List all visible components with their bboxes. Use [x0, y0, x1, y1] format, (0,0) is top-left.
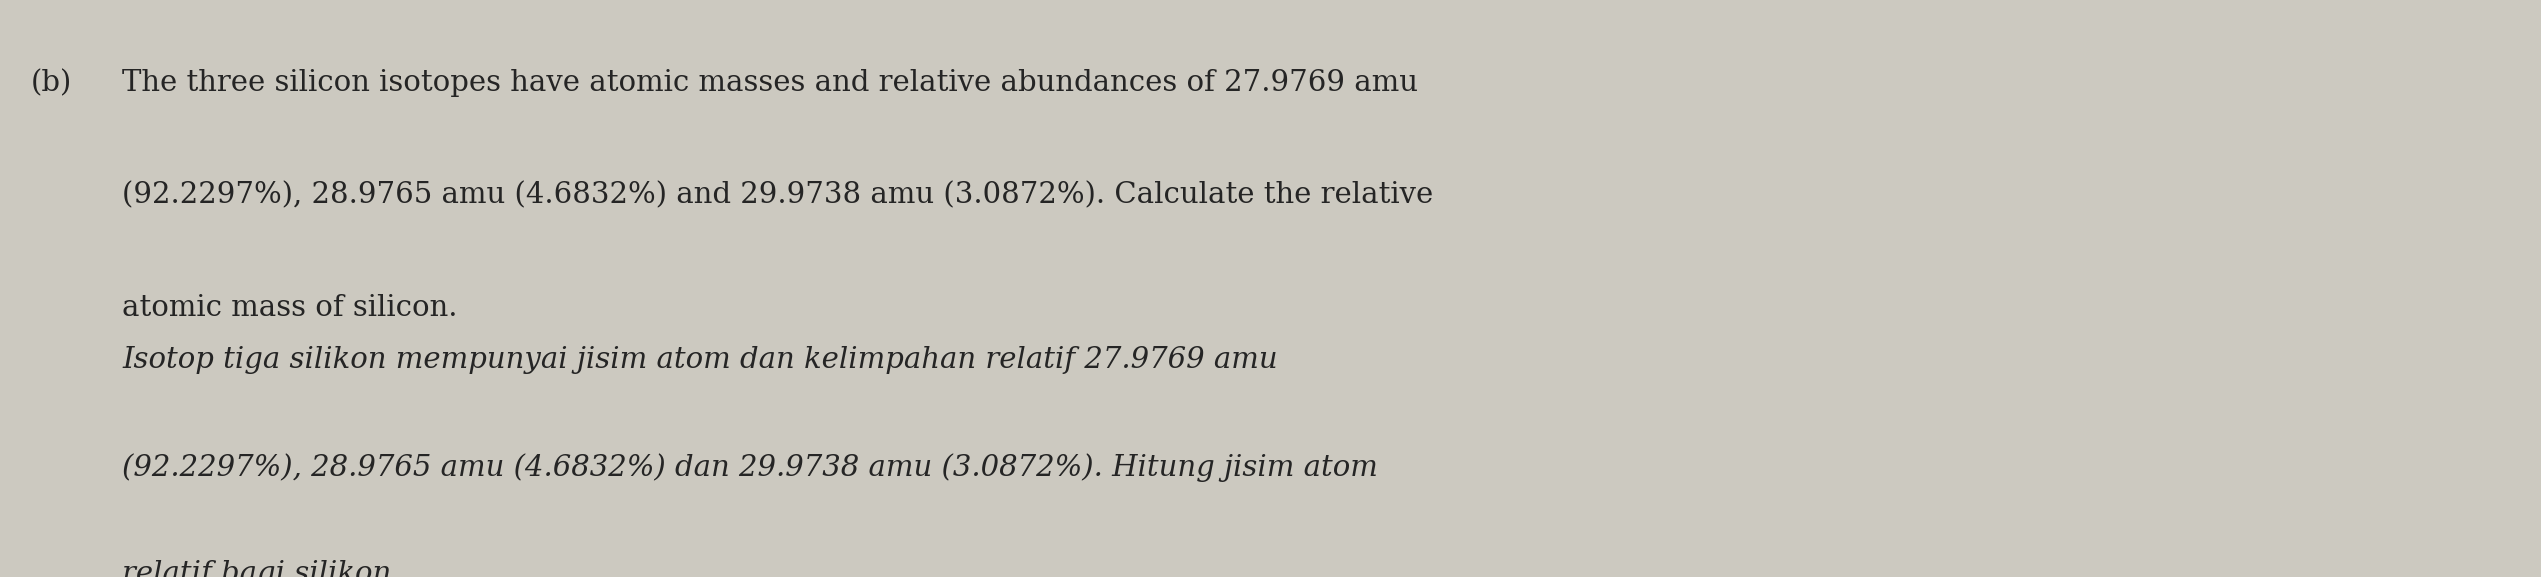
- Text: The three silicon isotopes have atomic masses and relative abundances of 27.9769: The three silicon isotopes have atomic m…: [122, 69, 1418, 98]
- Text: (92.2297%), 28.9765 amu (4.6832%) dan 29.9738 amu (3.0872%). Hitung jisim atom: (92.2297%), 28.9765 amu (4.6832%) dan 29…: [122, 453, 1377, 482]
- Text: (92.2297%), 28.9765 amu (4.6832%) and 29.9738 amu (3.0872%). Calculate the relat: (92.2297%), 28.9765 amu (4.6832%) and 29…: [122, 182, 1433, 210]
- Text: relatif bagi silikon.: relatif bagi silikon.: [122, 560, 401, 577]
- Text: atomic mass of silicon.: atomic mass of silicon.: [122, 294, 457, 323]
- Text: Isotop tiga silikon mempunyai jisim atom dan kelimpahan relatif 27.9769 amu: Isotop tiga silikon mempunyai jisim atom…: [122, 346, 1278, 374]
- Text: (b): (b): [30, 69, 71, 98]
